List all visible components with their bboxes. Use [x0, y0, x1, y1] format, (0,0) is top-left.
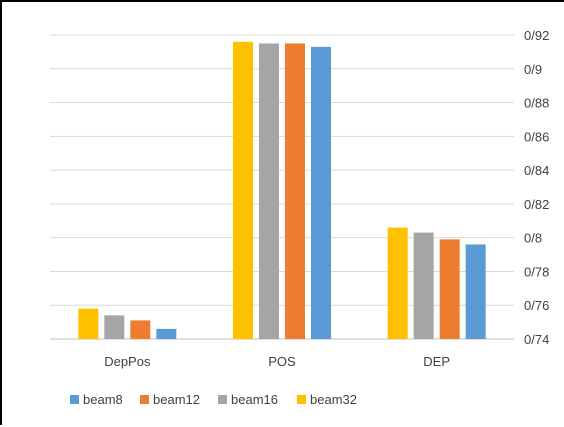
- legend: beam8 beam12 beam16 beam32: [70, 392, 357, 407]
- legend-swatch-beam16: [218, 395, 227, 404]
- x-category-label: POS: [268, 354, 296, 369]
- y-tick-label: 0/78: [524, 264, 549, 279]
- legend-swatch-beam12: [140, 395, 149, 404]
- bar-beam32-DEP: [387, 227, 408, 339]
- bar-beam12-POS: [285, 43, 305, 339]
- x-category-label: DEP: [423, 354, 450, 369]
- y-axis-tick-labels: 0/74 0/76 0/78 0/8 0/82 0/84 0/86 0/88 0/9 0/92: [524, 28, 549, 347]
- legend-label-beam32: beam32: [310, 392, 357, 407]
- bar-beam12-DEP: [439, 239, 460, 339]
- bar-beam16-DEP: [413, 232, 434, 339]
- gridlines: [50, 34, 514, 340]
- bar-beam12-DepPos: [130, 320, 151, 339]
- bar-beam16-DepPos: [104, 315, 125, 339]
- legend-swatch-beam32: [297, 395, 306, 404]
- bar-beam16-POS: [259, 43, 279, 339]
- legend-label-beam12: beam12: [153, 392, 200, 407]
- bar-beam32-DepPos: [78, 308, 99, 339]
- bar-beam8-POS: [311, 46, 331, 339]
- y-tick-label: 0/9: [524, 62, 542, 77]
- y-tick-label: 0/76: [524, 298, 549, 313]
- bars: [78, 41, 486, 339]
- legend-swatch-beam8: [70, 395, 79, 404]
- bar-beam8-DEP: [465, 244, 486, 339]
- y-tick-label: 0/92: [524, 28, 549, 43]
- x-category-label: DepPos: [104, 354, 151, 369]
- legend-label-beam16: beam16: [231, 392, 278, 407]
- y-tick-label: 0/82: [524, 197, 549, 212]
- y-tick-label: 0/86: [524, 129, 549, 144]
- y-tick-label: 0/74: [524, 332, 549, 347]
- y-tick-label: 0/88: [524, 96, 549, 111]
- bar-beam32-POS: [233, 41, 253, 339]
- legend-label-beam8: beam8: [83, 392, 123, 407]
- y-tick-label: 0/84: [524, 163, 549, 178]
- x-axis-category-labels: DepPos POS DEP: [104, 354, 450, 369]
- y-tick-label: 0/8: [524, 231, 542, 246]
- bar-beam8-DepPos: [156, 328, 177, 339]
